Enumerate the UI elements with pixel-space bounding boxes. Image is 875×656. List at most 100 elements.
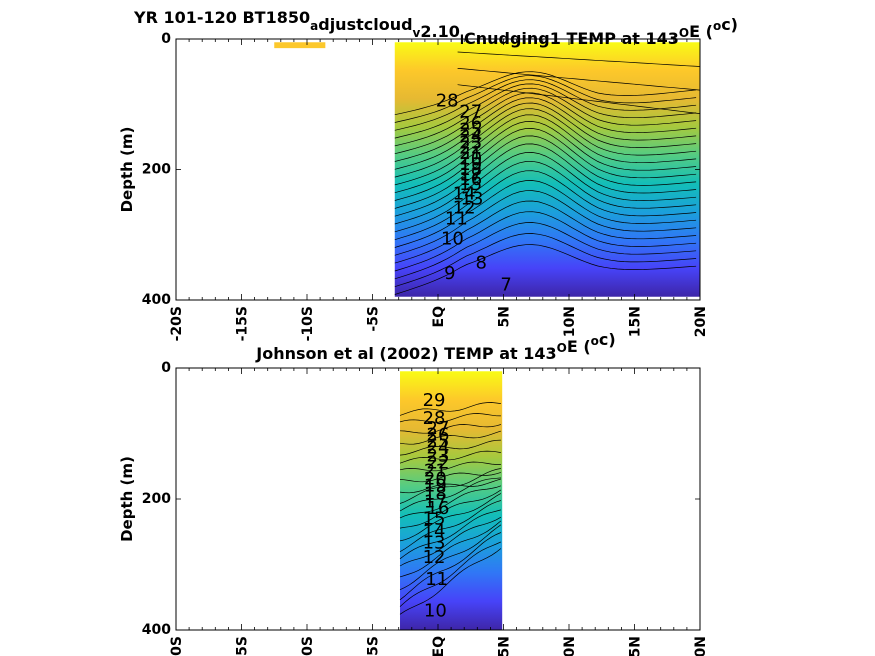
contour-label: 24 xyxy=(459,126,482,147)
y-tick-label: 0 xyxy=(161,360,171,376)
contour-line xyxy=(399,402,501,416)
x-tick-label: EQ xyxy=(431,636,447,656)
contour-line xyxy=(399,477,501,512)
contour-line xyxy=(394,128,697,201)
contour-label: 11 xyxy=(445,209,468,230)
contour-line xyxy=(399,548,502,615)
x-tick-label: -5S xyxy=(366,636,382,656)
title-part: E ( xyxy=(567,337,591,356)
y-tick-label: 0 xyxy=(161,31,171,47)
contour-label: 11 xyxy=(425,569,448,590)
x-tick-label: 10N xyxy=(562,306,578,337)
contour-label: 20 xyxy=(459,149,482,170)
contour-line xyxy=(394,108,697,178)
contour-label: 9 xyxy=(444,263,455,284)
contour-line xyxy=(399,430,502,445)
contour-line xyxy=(399,478,502,494)
contour-label: 20 xyxy=(424,468,447,489)
contour-line xyxy=(394,244,697,295)
y-tick-label: 400 xyxy=(142,292,171,308)
x-tick-label: -15S xyxy=(235,636,251,656)
contour-label: 23 xyxy=(427,445,450,466)
x-tick-label: 10N xyxy=(562,636,578,656)
contour-label: 15 xyxy=(459,174,482,195)
contour-label: 17 xyxy=(459,164,482,185)
chart-title: Johnson et al (2002) TEMP at 143OE (oc) xyxy=(255,330,615,363)
contour-label: 10 xyxy=(424,601,447,622)
contour-line xyxy=(399,439,501,456)
contour-line xyxy=(394,87,697,147)
title-part: c) xyxy=(721,15,738,34)
contour-label: 14 xyxy=(453,183,476,204)
contour-label: 26 xyxy=(427,424,450,445)
contour-label: 16 xyxy=(427,498,450,519)
title-part: 2.10 xyxy=(420,22,459,41)
contour-line xyxy=(399,524,502,591)
contour-line xyxy=(394,114,697,186)
title-part: Johnson et al (2002) TEMP at 143 xyxy=(255,344,556,363)
contour-label: 24 xyxy=(427,438,450,459)
title-part: c) xyxy=(599,330,616,349)
contour-line xyxy=(399,541,502,607)
x-tick-label: -10S xyxy=(300,306,316,341)
contour-label: 8 xyxy=(476,252,487,273)
contour-label: 21 xyxy=(459,143,482,164)
x-tick-label: 5N xyxy=(497,306,513,327)
x-tick-label: 20N xyxy=(693,636,709,656)
x-tick-label: -10S xyxy=(300,636,316,656)
y-axis-label: Depth (m) xyxy=(118,127,136,213)
x-tick-label: -15S xyxy=(235,306,251,341)
y-tick-label: 200 xyxy=(142,162,171,178)
contour-line xyxy=(394,190,697,256)
contour-line xyxy=(394,79,697,131)
contour-label: 29 xyxy=(423,390,446,411)
title-part: v xyxy=(413,26,421,40)
title-part: o xyxy=(591,334,599,348)
contour-line xyxy=(394,222,697,280)
contour-line xyxy=(399,532,502,601)
shallow-data-patch xyxy=(274,42,326,49)
contour-line xyxy=(394,152,697,225)
contour-label: 26 xyxy=(459,113,482,134)
title-part: Cnudging1 TEMP at 143 xyxy=(464,29,679,48)
contour-label: 13 xyxy=(423,533,446,554)
contour-label: 12 xyxy=(453,198,476,219)
contour-label: 19 xyxy=(459,154,482,175)
contour-lines xyxy=(394,51,701,295)
contour-line xyxy=(394,170,697,241)
y-tick-label: 400 xyxy=(142,622,171,638)
contour-label: 23 xyxy=(459,132,482,153)
contour-label: 22 xyxy=(427,453,450,474)
contour-line xyxy=(457,84,701,114)
contour-label: 27 xyxy=(459,102,482,123)
contour-line xyxy=(394,97,697,162)
title-part: a xyxy=(310,19,318,33)
contour-label: 16 xyxy=(459,169,482,190)
title-part: l xyxy=(460,33,464,47)
contour-line xyxy=(394,200,697,264)
contour-line xyxy=(394,211,697,272)
contour-line xyxy=(399,516,502,567)
contour-line xyxy=(394,92,697,155)
contour-line xyxy=(399,493,502,542)
contour-line xyxy=(394,71,697,116)
x-tick-label: -20S xyxy=(169,636,185,656)
contour-line xyxy=(399,468,501,504)
x-tick-label: -5S xyxy=(366,306,382,332)
contour-line xyxy=(457,51,701,67)
contour-label: 19 xyxy=(424,476,447,497)
contour-label: 14 xyxy=(423,521,446,542)
title-part: O xyxy=(679,26,689,40)
contour-line xyxy=(399,485,502,519)
contour-line xyxy=(394,143,697,217)
title-part: YR 101-120 BT1850 xyxy=(133,8,310,27)
contour-label: 18 xyxy=(459,159,482,180)
contour-label: 28 xyxy=(436,91,459,112)
x-tick-label: 15N xyxy=(628,306,644,337)
contour-line xyxy=(394,75,697,123)
x-tick-label: 15N xyxy=(628,636,644,656)
contour-line xyxy=(394,160,697,233)
contour-label: 27 xyxy=(427,418,450,439)
contour-line xyxy=(399,489,502,529)
